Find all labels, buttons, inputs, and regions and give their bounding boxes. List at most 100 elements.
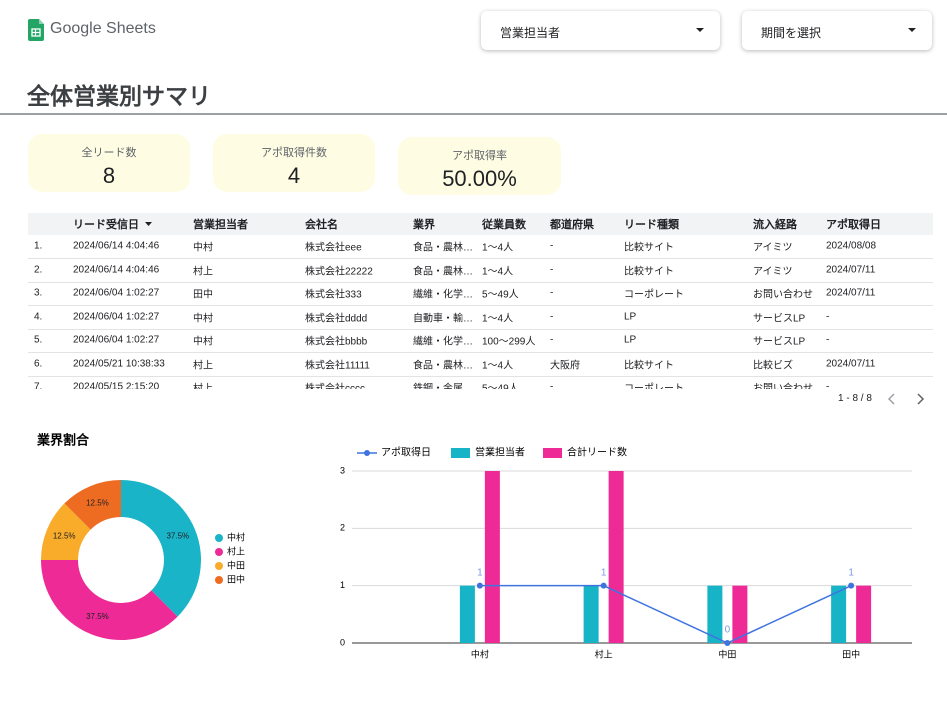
scorecard-label: アポ取得件数 <box>261 147 327 159</box>
legend-label: 中田 <box>227 559 245 570</box>
bar <box>484 471 500 643</box>
column-header: 営業担当者 <box>193 219 248 231</box>
x-tick-label: 村上 <box>595 648 613 659</box>
table-cell: 村上 <box>193 383 213 390</box>
table-cell: 株式会社eee <box>305 242 362 254</box>
donut-slice <box>41 503 91 560</box>
table-cell: 繊維・化学… <box>413 289 473 301</box>
table-cell: サービスLP <box>753 313 806 324</box>
row-number: 1. <box>34 240 43 252</box>
data-label: 1 <box>477 567 483 578</box>
legend-swatch <box>215 576 223 584</box>
table-cell: 1〜4人 <box>482 266 514 277</box>
table-cell: 株式会社333 <box>305 289 362 301</box>
table-cell: 株式会社bbbb <box>305 336 368 348</box>
table-cell: LP <box>624 334 637 346</box>
row-number: 6. <box>34 358 43 369</box>
table-cell: 比較ビズ <box>753 360 793 371</box>
table-cell: - <box>550 311 554 322</box>
bar <box>459 585 475 643</box>
table-cell: 田中 <box>193 289 213 301</box>
table-cell: 2024/07/11 <box>826 287 876 299</box>
filter-dropdown[interactable]: 営業担当者 <box>481 11 720 50</box>
table-cell: サービスLP <box>753 336 806 348</box>
table-cell: - <box>550 334 554 346</box>
dropdown-arrow <box>908 28 916 32</box>
column-header: リード種類 <box>624 219 679 231</box>
point <box>476 582 483 589</box>
divider <box>0 113 947 115</box>
table-cell: 食品・農林… <box>413 360 473 371</box>
row-number: 3. <box>34 287 43 299</box>
x-tick-label: 田中 <box>842 648 860 659</box>
table-cell: 5〜49人 <box>482 383 519 390</box>
table-cell: 中村 <box>193 336 213 348</box>
slice-label: 12.5% <box>53 532 76 541</box>
table-cell: - <box>550 381 554 390</box>
table-cell: アイミツ <box>753 266 793 277</box>
data-label: 1 <box>601 567 607 578</box>
table-cell: 大阪府 <box>550 360 580 371</box>
slice-label: 37.5% <box>166 532 189 541</box>
table-cell: 食品・農林… <box>413 242 473 254</box>
column-header: アポ取得日 <box>826 219 881 231</box>
table-cell: - <box>550 287 554 299</box>
column-header: リード受信日 <box>73 219 139 231</box>
scorecard-value: 8 <box>102 163 116 188</box>
slice-label: 12.5% <box>86 498 109 507</box>
slice-label: 37.5% <box>86 612 109 621</box>
table-cell: 村上 <box>193 360 213 371</box>
table-cell: 食品・農林… <box>413 266 473 277</box>
table-header <box>28 213 933 235</box>
page-title: 全体営業別サマリ <box>27 83 211 109</box>
table-cell: 2024/06/14 4:04:46 <box>73 264 160 275</box>
data-label: 0 <box>725 625 731 636</box>
legend-label: アポ取得日 <box>381 447 431 459</box>
table-cell: LP <box>624 311 637 322</box>
table-cell: 株式会社11111 <box>305 360 370 371</box>
table-cell: 1〜4人 <box>482 313 514 324</box>
table-cell: 比較サイト <box>624 242 674 254</box>
legend-swatch <box>215 548 223 556</box>
row-number: 5. <box>34 334 43 346</box>
table-cell: 2024/08/08 <box>826 240 877 252</box>
legend-swatch <box>451 448 470 458</box>
row-border <box>28 281 933 283</box>
sort-arrow <box>145 222 152 226</box>
legend-swatch <box>215 534 223 542</box>
bar <box>608 471 624 643</box>
y-tick-label: 1 <box>340 580 345 590</box>
table-cell: 2024/06/04 1:02:27 <box>73 287 160 299</box>
legend-swatch <box>543 448 562 458</box>
row-number: 7. <box>34 381 43 390</box>
table-cell: 2024/07/11 <box>826 264 876 275</box>
table-cell: コーポレート <box>624 289 684 301</box>
table-cell: 2024/06/04 1:02:27 <box>73 311 160 322</box>
table-cell: 1〜4人 <box>482 360 514 371</box>
row-border <box>28 258 933 259</box>
table-cell: 繊維・化学… <box>413 336 473 348</box>
table-cell: コーポレート <box>624 383 684 390</box>
column-header: 会社名 <box>305 219 338 231</box>
table-cell: お問い合わせ <box>753 289 813 301</box>
charts: 業界割合37.5%37.5%12.5%12.5%中村村上中田田中0123アポ取得… <box>36 432 912 659</box>
row-border <box>28 328 933 330</box>
table-cell: 2024/06/14 4:04:46 <box>73 240 160 252</box>
pagination-arrows[interactable] <box>886 393 926 405</box>
table-cell: 2024/06/04 1:02:27 <box>73 334 160 346</box>
legend-swatch <box>364 450 370 456</box>
scorecard-value: 4 <box>287 163 301 188</box>
table-cell: 100〜299人 <box>482 336 536 348</box>
scorecard: 全リード数 8 <box>28 134 190 192</box>
line <box>479 584 852 644</box>
table-cell: 比較サイト <box>624 266 674 277</box>
row-number: 4. <box>34 311 43 322</box>
filter-dropdown[interactable]: 期間を選択 <box>742 11 932 50</box>
legend-swatch <box>215 562 223 570</box>
table-cell: - <box>550 240 554 252</box>
table-cell: アイミツ <box>753 242 793 254</box>
filter-label: 営業担当者 <box>500 26 561 40</box>
y-tick-label: 3 <box>340 465 345 475</box>
point <box>724 640 731 646</box>
